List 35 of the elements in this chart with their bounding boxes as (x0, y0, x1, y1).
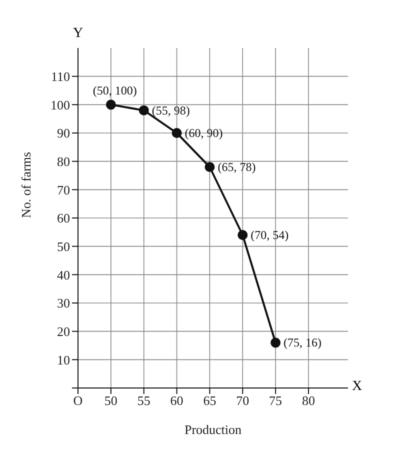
point (172, 128, 182, 138)
y-tick-label: 110 (50, 68, 70, 84)
x-tick-label: 55 (137, 393, 150, 408)
x-tick-label: 60 (170, 393, 184, 408)
x-axis-title: Production (184, 422, 242, 437)
text: X (352, 379, 362, 395)
x-tick-label: 50 (104, 393, 118, 408)
text: Y (73, 26, 84, 42)
y-tick-label: 60 (57, 210, 70, 226)
data-label: (60, 90) (184, 126, 223, 140)
point (204, 162, 215, 172)
data-label: (50, 100) (92, 84, 137, 98)
y-tick-label: 80 (57, 154, 70, 169)
data-label: (65, 78) (218, 160, 256, 174)
y-tick-label: 50 (57, 238, 70, 254)
point (138, 105, 149, 116)
y-axis-title: No. of farms (18, 152, 34, 218)
x-tick-label: 80 (302, 393, 315, 408)
y-tick-label: 100 (50, 97, 70, 112)
x-tick-label: 65 (203, 393, 216, 408)
point (106, 100, 116, 110)
y-tick-label: 20 (57, 324, 70, 339)
y-tick-label: 30 (57, 296, 70, 311)
data-label: (55, 98) (152, 103, 190, 118)
y-tick-label: 10 (57, 352, 70, 368)
data-label: (70, 54) (250, 228, 289, 242)
x-tick-label: 75 (269, 393, 282, 408)
data-label: (75, 16) (284, 336, 322, 350)
point (238, 230, 248, 240)
y-tick-label: 40 (57, 267, 70, 282)
y-tick-label: 70 (57, 182, 70, 198)
x-tick-label: 70 (236, 393, 250, 408)
y-tick-label: 90 (57, 126, 70, 141)
x-tick-label: O (73, 393, 83, 408)
point (270, 338, 281, 348)
